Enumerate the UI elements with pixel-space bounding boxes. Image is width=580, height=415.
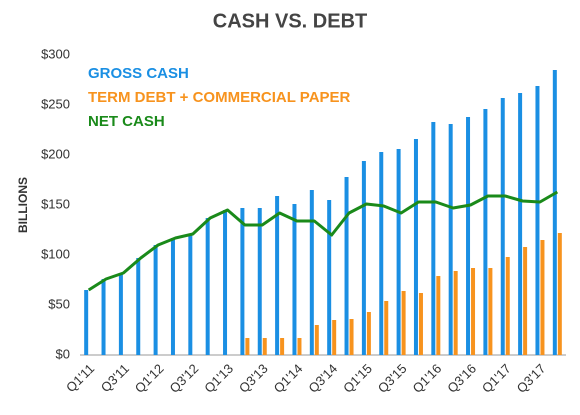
bar (483, 109, 488, 355)
x-tick-label: Q3'14 (305, 361, 340, 396)
x-tick-label: Q1'16 (410, 361, 445, 396)
bar (448, 124, 453, 355)
y-tick-label: $200 (41, 146, 70, 161)
y-axis-label: BILLIONS (16, 177, 30, 233)
bar (535, 86, 540, 355)
bar (431, 122, 436, 355)
bar (384, 301, 389, 355)
bar (401, 291, 406, 355)
bar (275, 196, 280, 355)
bar (366, 312, 371, 355)
bar (518, 93, 523, 355)
y-tick-label: $100 (41, 246, 70, 261)
bar (101, 279, 106, 355)
legend-label: GROSS CASH (88, 65, 189, 82)
bar (262, 338, 267, 355)
bar (205, 218, 210, 355)
bar (557, 233, 562, 355)
legend-label: TERM DEBT + COMMERCIAL PAPER (88, 89, 351, 106)
y-tick-label: $0 (56, 346, 70, 361)
chart-title: CASH VS. DEBT (213, 10, 367, 32)
x-tick-label: Q1'17 (479, 361, 514, 396)
x-tick-label: Q3'15 (375, 361, 410, 396)
bar (257, 208, 262, 355)
bar (327, 200, 332, 355)
bar (344, 177, 349, 355)
bar (84, 290, 89, 355)
legend-label: NET CASH (88, 113, 165, 130)
y-tick-label: $250 (41, 96, 70, 111)
bar (552, 70, 557, 355)
bar (223, 210, 228, 355)
y-tick-label: $150 (41, 196, 70, 211)
x-tick-label: Q1'12 (132, 361, 167, 396)
bar (418, 293, 423, 355)
bar (292, 204, 297, 355)
bar (436, 276, 441, 355)
bar (540, 240, 545, 355)
x-tick-label: Q3'17 (514, 361, 549, 396)
bar (314, 325, 319, 355)
bar (118, 273, 123, 355)
bar (379, 152, 384, 355)
bar (309, 190, 314, 355)
bar (136, 258, 141, 355)
y-tick-label: $50 (48, 296, 70, 311)
bar (170, 238, 175, 355)
y-tick-label: $300 (41, 46, 70, 61)
x-tick-label: Q1'13 (201, 361, 236, 396)
bar (453, 271, 458, 355)
bar (466, 117, 471, 355)
bar (505, 257, 510, 355)
bar (153, 245, 158, 355)
bar (396, 149, 401, 355)
bar (245, 338, 250, 355)
bar (188, 234, 193, 355)
x-tick-label: Q3'11 (98, 361, 132, 395)
bar (349, 319, 354, 355)
bar (332, 320, 337, 355)
x-tick-label: Q1'11 (63, 361, 97, 395)
bar (240, 208, 245, 355)
bar (488, 268, 493, 355)
bar (523, 247, 528, 355)
bar (413, 139, 418, 355)
bar (280, 338, 285, 355)
bar (471, 268, 476, 355)
x-tick-label: Q1'14 (271, 361, 306, 396)
x-tick-label: Q3'16 (444, 361, 479, 396)
line (87, 190, 559, 292)
x-tick-label: Q3'12 (167, 361, 202, 396)
bar (361, 161, 366, 355)
x-tick-label: Q3'13 (236, 361, 271, 396)
x-tick-label: Q1'15 (340, 361, 375, 396)
bar (297, 338, 302, 355)
bar (500, 98, 505, 355)
